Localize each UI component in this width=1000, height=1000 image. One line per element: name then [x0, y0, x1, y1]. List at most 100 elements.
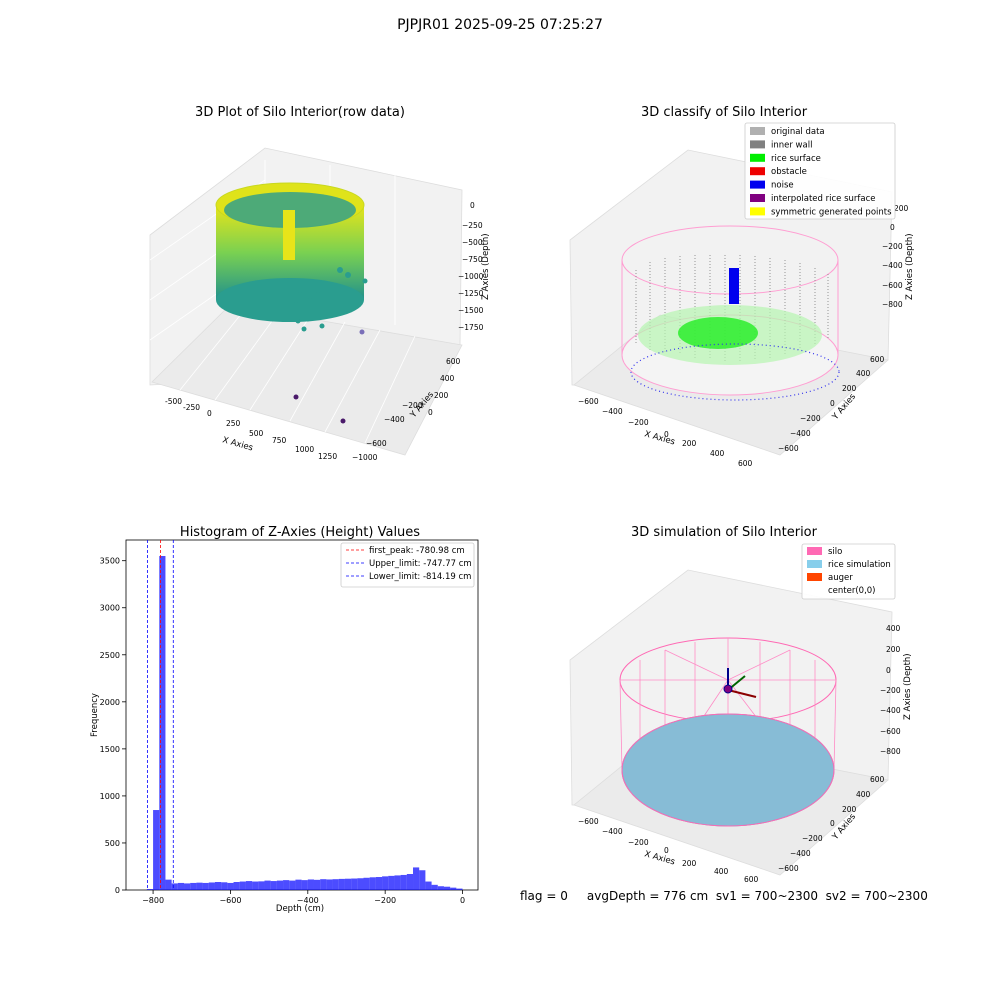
raw-ztick: −1500: [458, 306, 484, 315]
simulation-ytick: 400: [856, 790, 871, 799]
histogram-bars: [146, 555, 463, 890]
raw-zticks: 0 −250 −500 −750 −1000 −1250 −1500 −1750: [458, 201, 484, 332]
simulation-ztick: 0: [886, 666, 891, 675]
simulation-xtick: −600: [578, 817, 599, 826]
raw-ztick: −250: [462, 221, 483, 230]
simulation-ztick: −200: [880, 686, 901, 695]
histogram-bar: [313, 879, 321, 890]
classify-xtick: 400: [710, 449, 725, 458]
raw-ztick: −1250: [458, 289, 484, 298]
classify-xtick: −400: [602, 407, 623, 416]
raw-ytick: −400: [384, 415, 405, 424]
classify-zticks: 200 0 −200 −400 −600 −800 −800: [882, 204, 909, 309]
histogram-bar: [406, 874, 414, 890]
classify-legend-swatch: [750, 207, 765, 216]
histogram-bar: [307, 879, 314, 890]
raw-xtick: 1250: [318, 452, 337, 461]
raw-xtick: 0: [207, 409, 212, 418]
histogram-ytick-label: 3000: [100, 604, 120, 613]
histogram-bar: [196, 882, 203, 890]
classify-legend-label: obstacle: [771, 167, 807, 177]
histogram-xtick-label: 0: [460, 896, 465, 905]
histogram-bar: [450, 887, 457, 890]
raw-xtick: 1000: [295, 445, 314, 454]
panel-histogram: Histogram of Z-Axies (Height) Values −80…: [90, 525, 479, 914]
raw-ytick: −1000: [352, 453, 378, 462]
histogram-bar: [456, 888, 463, 890]
histogram-ytick-label: 0: [115, 886, 120, 895]
histogram-bar: [227, 882, 234, 890]
simulation-xtick: −400: [602, 827, 623, 836]
histogram-bar: [375, 877, 383, 890]
classify-legend-items: original data inner wall rice surface obsta…: [750, 127, 892, 217]
histogram-bar: [413, 867, 420, 890]
simulation-legend: [801, 543, 896, 600]
histogram-bar: [332, 879, 339, 890]
classify-interpolated: [630, 343, 840, 401]
histogram-legend-label: first_peak: -780.98 cm: [369, 546, 465, 556]
histogram-bar: [153, 810, 160, 890]
classify-legend-label: symmetric generated points: [771, 207, 892, 217]
histogram-bar: [233, 882, 240, 890]
raw-ztick: 0: [470, 201, 475, 210]
simulation-ztick: −400: [880, 706, 901, 715]
simulation-legend-label: silo: [828, 547, 842, 557]
histogram-bar: [202, 882, 209, 890]
raw-scatter-points: [283, 210, 368, 424]
histogram-xtick-label: −200: [374, 896, 396, 905]
raw-zlabel: Z Axies (Depth): [481, 233, 491, 300]
histogram-legend-items: first_peak: -780.98 cm Upper_limit: -747.…: [346, 546, 472, 582]
simulation-xtick: 0: [664, 846, 669, 855]
classify-ztick: −800: [882, 300, 903, 309]
histogram-bar: [283, 880, 290, 890]
histogram-bar: [146, 889, 154, 890]
classify-legend: [744, 122, 896, 220]
raw-yticks: 600 400 200 0 −200 −400 −600 −1000: [352, 357, 461, 462]
simulation-ztick: 200: [886, 645, 901, 654]
simulation-ztick: 400: [886, 624, 901, 633]
histogram-ytick-label: 1500: [100, 745, 120, 754]
histogram-bar: [221, 882, 228, 890]
panel-raw-3d: 3D Plot of Silo Interior(row data): [149, 105, 491, 462]
raw-cylinder-bottom: [216, 278, 364, 322]
classify-xlabel: X Axies: [643, 429, 676, 447]
chart-xlabel: Depth (cm): [276, 904, 324, 914]
classify-noise: [729, 268, 739, 304]
raw-ytick: 600: [446, 357, 461, 366]
raw-ztick: −1750: [458, 323, 484, 332]
histogram-legend-label: Upper_limit: -747.77 cm: [369, 559, 472, 569]
classify-ytick: 400: [856, 369, 871, 378]
histogram-frame: [125, 539, 479, 891]
raw-xlabel: X Axies: [221, 435, 254, 453]
classify-ztick: 0: [890, 223, 895, 232]
classify-ytick: 0: [830, 399, 835, 408]
classify-ztick: −400: [882, 261, 903, 270]
simulation-ztick: −600: [880, 727, 901, 736]
classify-ytick: 200: [842, 384, 857, 393]
simulation-zticks: 400 200 0 −200 −400 −600 −800: [880, 624, 901, 756]
classify-zlabel: Z Axies (Depth): [905, 233, 915, 300]
histogram-bar: [165, 879, 172, 890]
classify-title: 3D classify of Silo Interior: [641, 105, 808, 120]
histogram-ytick-label: 500: [105, 839, 120, 848]
histogram-bar: [171, 883, 178, 890]
histogram-bar: [264, 880, 271, 890]
simulation-legend-swatch: [807, 586, 822, 594]
simulation-legend-label: center(0,0): [828, 586, 876, 596]
histogram-bar: [351, 878, 358, 890]
histogram-bar: [363, 877, 370, 890]
histogram-xtick-label: −400: [297, 896, 319, 905]
raw-ytick: −200: [402, 401, 423, 410]
simulation-legend-swatch: [807, 560, 822, 568]
histogram-bar: [258, 881, 265, 890]
histogram-legend: [340, 542, 475, 588]
classify-yticks: 600 400 200 0 −200 −400 −600: [778, 355, 885, 453]
histogram-xticks: −800 −600 −400 −200 0: [142, 890, 465, 905]
histogram-bar: [301, 880, 308, 890]
raw-xticks: -500 -250 0 250 500 750 1000 1250: [165, 397, 337, 461]
histogram-bar: [443, 886, 451, 890]
simulation-ytick: −600: [778, 864, 799, 873]
classify-xtick: 600: [738, 459, 753, 468]
histogram-bar: [184, 883, 191, 890]
classify-legend-label: interpolated rice surface: [771, 194, 876, 204]
